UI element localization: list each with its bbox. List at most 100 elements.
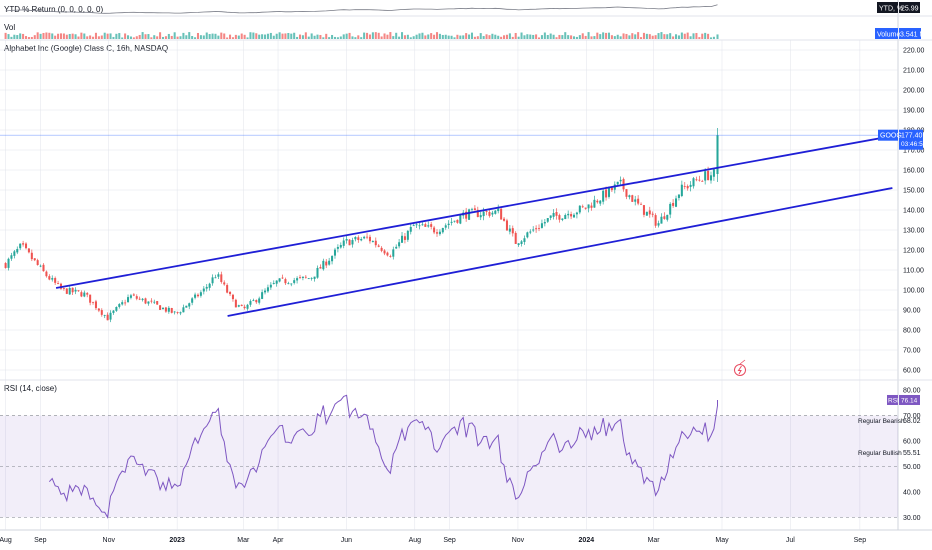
volume-bar <box>7 34 10 39</box>
volume-bar <box>546 35 549 39</box>
volume-bar <box>561 35 564 39</box>
candle <box>406 230 409 242</box>
candle <box>430 221 433 230</box>
candle <box>578 205 581 215</box>
volume-bar <box>520 32 523 39</box>
volume-bar <box>421 32 424 39</box>
candle <box>322 258 325 271</box>
volume-bar <box>441 34 444 39</box>
volume-bar <box>173 32 176 39</box>
price-badge: GOOG 177.40 03:46:53 <box>878 129 927 150</box>
price-badge-symbol: GOOG <box>880 133 902 140</box>
volume-bar <box>564 32 567 39</box>
candle <box>313 276 316 282</box>
volume-bar <box>234 34 237 39</box>
grid <box>0 40 898 530</box>
time-tick-label: May <box>715 537 729 544</box>
earnings-connector <box>739 359 746 365</box>
channel-upper-line[interactable] <box>55 135 893 289</box>
time-tick-label: Mar <box>648 537 661 544</box>
candle <box>497 204 500 214</box>
price-tick-label: 160.00 <box>903 168 925 175</box>
volume-bar <box>704 32 707 39</box>
candle <box>159 305 162 310</box>
volume-bar <box>188 32 191 39</box>
volume-bar <box>666 34 669 39</box>
candle <box>150 298 153 304</box>
volume-bar <box>109 33 112 39</box>
rsi-annotation-value: 68.02 <box>903 418 921 425</box>
candle <box>654 213 657 228</box>
volume-bar <box>86 36 89 39</box>
volume-bar <box>587 32 590 39</box>
volume-bar <box>156 36 159 39</box>
volume-bar <box>634 34 637 39</box>
volume-bar <box>540 35 543 39</box>
price-candles[interactable] <box>0 128 898 323</box>
candle <box>459 214 462 225</box>
volume-bar <box>255 33 258 39</box>
candle <box>231 293 234 302</box>
candle <box>167 306 170 314</box>
volume-bar <box>77 36 80 39</box>
candle <box>642 204 645 218</box>
volume-bar <box>328 37 331 39</box>
volume-bar <box>450 35 453 39</box>
candle <box>211 274 214 286</box>
candle <box>505 218 508 231</box>
candle <box>395 244 398 249</box>
candle <box>383 249 386 256</box>
price-badge-value: 177.40 <box>901 133 923 140</box>
volume-bar <box>185 35 188 39</box>
time-axis[interactable]: Aug Sep Nov 2023 Mar Apr Jun Aug Sep Nov 2024 Mar Ma… <box>0 537 866 544</box>
volume-bar <box>229 34 232 39</box>
volume-bar <box>296 36 299 39</box>
candle <box>153 299 156 305</box>
price-tick-label: 140.00 <box>903 208 925 215</box>
candle <box>62 287 65 291</box>
candle <box>331 255 334 265</box>
volume-bar <box>65 34 68 39</box>
volume-bar <box>182 32 185 39</box>
candle <box>701 179 704 182</box>
candle <box>564 213 567 220</box>
rsi-tick-label: 30.00 <box>903 515 921 522</box>
candle <box>199 290 202 298</box>
volume-bar <box>508 33 511 39</box>
candle <box>234 298 237 308</box>
volume-bar <box>348 32 351 39</box>
candle <box>71 287 74 295</box>
volume-bar <box>59 33 63 39</box>
volume-bar <box>94 32 97 39</box>
volume-bar <box>275 33 278 39</box>
volume-bar <box>313 35 316 39</box>
volume-bar <box>631 33 634 39</box>
candle <box>296 276 299 284</box>
volume-bar <box>465 33 468 39</box>
candle <box>374 237 377 248</box>
price-tick-label: 190.00 <box>903 108 925 115</box>
volume-bar <box>150 37 153 39</box>
rsi-axis[interactable]: 30.00 40.00 50.00 60.00 70.00 80.00 <box>903 388 921 522</box>
candle <box>450 217 453 226</box>
time-tick-label: Nov <box>512 537 525 544</box>
channel-lower-line[interactable] <box>227 187 893 317</box>
volume-bar <box>380 36 383 39</box>
trend-channel[interactable] <box>55 135 893 317</box>
volume-bar <box>24 36 28 39</box>
volume-bar <box>322 37 325 39</box>
volume-bar <box>51 33 54 39</box>
earnings-icon[interactable] <box>734 364 746 376</box>
volume-bar <box>514 32 517 39</box>
volume-bar <box>100 35 103 39</box>
rsi-band <box>0 415 898 518</box>
volume-bar <box>167 33 170 39</box>
candle <box>558 213 561 223</box>
candle <box>363 235 366 240</box>
volume-bar <box>211 33 214 39</box>
volume-bar <box>523 35 526 39</box>
price-tick-label: 110.00 <box>903 268 924 275</box>
